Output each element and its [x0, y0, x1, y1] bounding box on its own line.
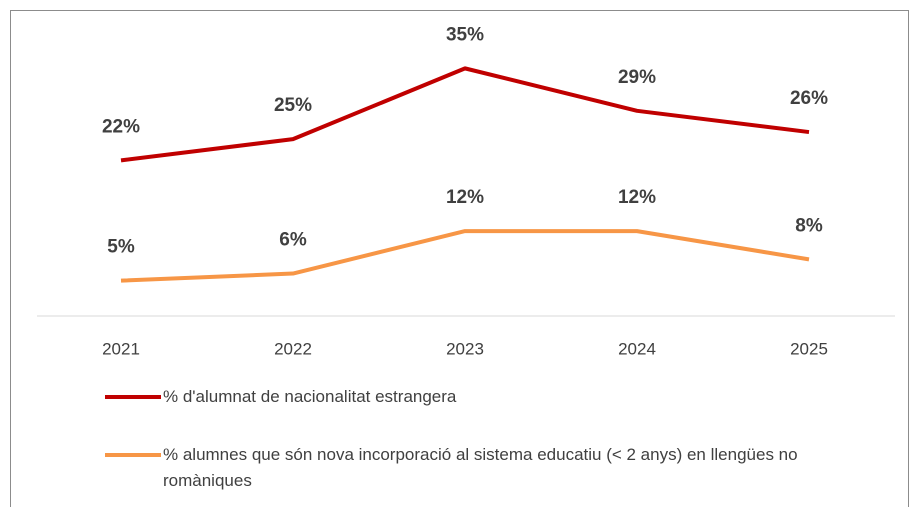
legend-label: % d'alumnat de nacionalitat estrangera — [163, 387, 457, 406]
x-tick-label: 2024 — [618, 339, 656, 358]
x-tick-label: 2023 — [446, 339, 484, 358]
x-tick-label: 2021 — [102, 339, 140, 358]
data-label: 12% — [618, 187, 656, 208]
series-line — [120, 66, 810, 163]
data-label: 29% — [618, 67, 656, 88]
data-label: 35% — [446, 24, 484, 45]
data-label: 8% — [795, 215, 823, 236]
series-line — [120, 229, 810, 283]
frame — [10, 10, 909, 507]
legend-label: % alumnes que són nova incorporació al s… — [163, 445, 798, 490]
data-label: 6% — [279, 230, 307, 251]
data-label: 26% — [790, 88, 828, 109]
data-label: 25% — [274, 95, 312, 116]
x-tick-label: 2022 — [274, 339, 312, 358]
x-tick-label: 2025 — [790, 339, 828, 358]
data-label: 12% — [446, 187, 484, 208]
data-label: 22% — [102, 116, 140, 137]
data-label: 5% — [107, 237, 135, 258]
